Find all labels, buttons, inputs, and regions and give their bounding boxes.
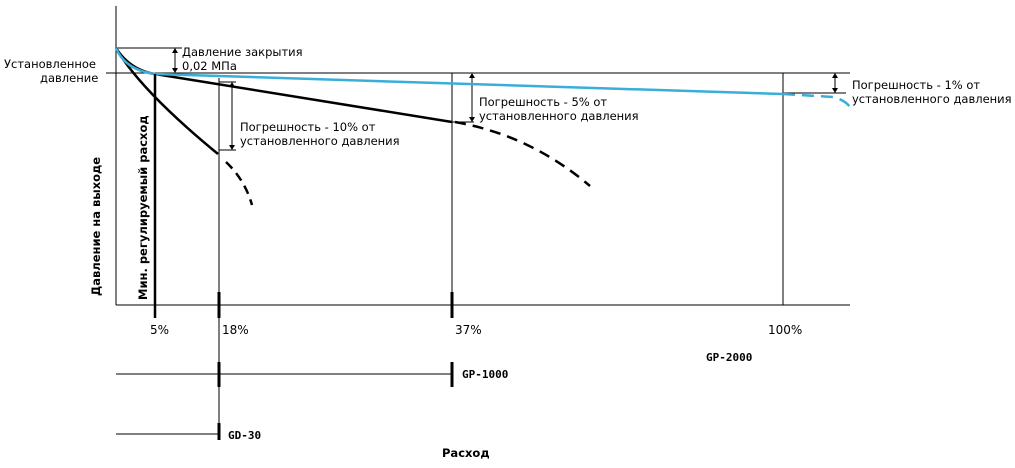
flow-mark-100: 100% (768, 323, 802, 337)
gp2000-curve-dashed (782, 92, 852, 108)
x-axis-label: Расход (442, 446, 490, 460)
flow-mark-18: 18% (222, 323, 249, 337)
flow-mark-5: 5% (150, 323, 169, 337)
closing-pressure-label-line2: 0,02 МПа (182, 59, 237, 73)
gd30-label: GD-30 (228, 429, 261, 442)
gp2000-curve (114, 47, 784, 96)
min-flow-label: Мин. регулируемый расход (136, 115, 150, 300)
err10-label-line2: установленного давления (240, 134, 400, 148)
gd30-curve-dashed (225, 161, 254, 206)
err10-label-line1: Погрешность - 10% от (240, 120, 376, 134)
chart-frame (106, 6, 850, 306)
gp1000-label: GP-1000 (462, 368, 508, 381)
err1-label-line1: Погрешность - 1% от (852, 78, 980, 92)
gp1000-curve-dashed (454, 120, 591, 187)
err1-label-line2: установленного давления (852, 92, 1012, 106)
gp1000-curve (114, 47, 453, 124)
setpoint-label-line2: давление (40, 71, 98, 85)
regulator-curves (114, 47, 852, 318)
err5-label-line1: Погрешность - 5% от (479, 95, 607, 109)
setpoint-label-line1: Установленное (4, 57, 96, 71)
closing-pressure-label-line1: Давление закрытия (182, 45, 303, 59)
y-axis-label: Давление на выходе (89, 157, 103, 296)
axis-ticks (217, 292, 454, 318)
gp2000-label: GP-2000 (706, 351, 752, 364)
model-ranges (116, 362, 454, 440)
flow-mark-37: 37% (455, 323, 482, 337)
err5-label-line2: установленного давления (479, 109, 639, 123)
